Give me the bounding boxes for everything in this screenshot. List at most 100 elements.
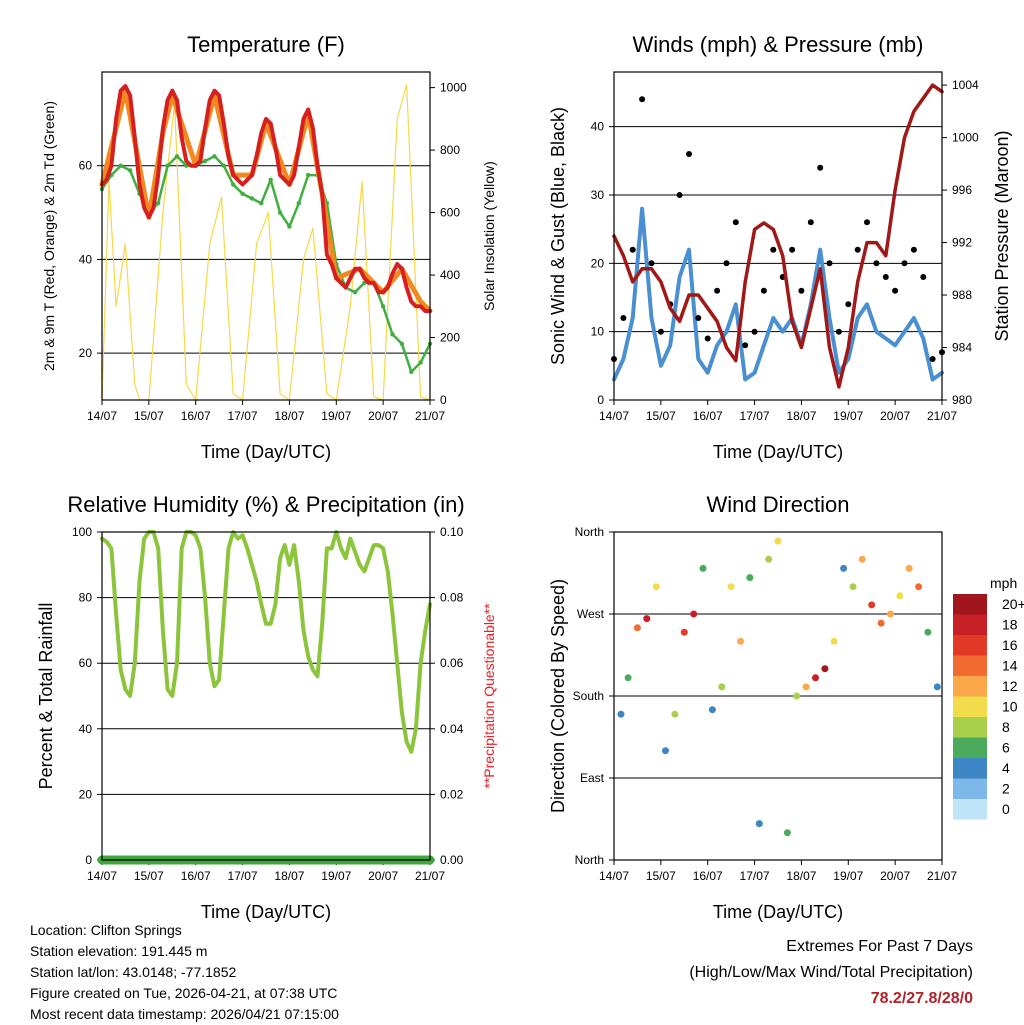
direction-point [821, 665, 829, 673]
x-tick-label: 21/07 [927, 869, 957, 883]
legend-swatch [953, 758, 987, 779]
panel-2-title: Winds (mph) & Pressure (mb) [633, 32, 924, 57]
gust-point [620, 315, 627, 321]
y-tick-label: 20 [79, 346, 93, 360]
x-tick-label: 16/07 [181, 869, 211, 883]
y-right-tick-label: 0.06 [440, 656, 464, 670]
x-tick-label: 16/07 [693, 409, 723, 423]
direction-point [802, 683, 810, 691]
legend-label: 12 [1002, 678, 1018, 694]
gust-point [910, 246, 917, 253]
legend-swatch [953, 655, 987, 676]
temp-2m-line [100, 84, 432, 313]
dewpoint-point [259, 201, 264, 206]
panel-2-frame [613, 71, 943, 401]
legend-swatch [953, 635, 987, 656]
direction-point [793, 692, 801, 700]
y-tick-label: East [580, 771, 605, 785]
pressure-line [612, 83, 944, 389]
panel-3-title: Relative Humidity (%) & Precipitation (i… [67, 492, 464, 517]
gust-point [845, 301, 852, 308]
gust-point [657, 328, 664, 335]
x-tick-label: 14/07 [87, 409, 117, 423]
x-tick-label: 21/07 [415, 869, 445, 883]
y-right-tick-label: 996 [952, 183, 972, 197]
panel-4-title: Wind Direction [706, 492, 849, 517]
direction-point [708, 706, 716, 714]
y-right-tick-label: 0.10 [440, 525, 464, 539]
panel-4-xlabel: Time (Day/UTC) [713, 902, 843, 922]
direction-point [840, 564, 848, 572]
x-tick-label: 15/07 [646, 869, 676, 883]
gust-point [714, 287, 721, 294]
y-right-tick-label: 0.08 [440, 591, 464, 605]
dewpoint-point [268, 177, 273, 182]
gust-point [760, 287, 767, 294]
panel-2-ylabel: Sonic Wind & Gust (Blue, Black) [548, 107, 568, 365]
direction-point [774, 537, 782, 545]
x-tick-label: 21/07 [415, 409, 445, 423]
gust-point [882, 274, 889, 280]
x-tick-label: 21/07 [927, 409, 957, 423]
legend-swatch [953, 737, 987, 758]
dewpoint-point [174, 154, 180, 159]
gust-point [901, 260, 908, 267]
created-text: Figure created on Tue, 2026-04-21, at 07… [30, 985, 338, 1001]
gust-point [892, 287, 899, 294]
direction-point [858, 555, 866, 563]
x-tick-label: 14/07 [87, 869, 117, 883]
x-tick-label: 16/07 [181, 409, 211, 423]
dewpoint-point [277, 210, 283, 215]
legend-label: 16 [1002, 637, 1018, 653]
direction-point [737, 637, 744, 645]
y-tick-label: 20 [79, 787, 93, 801]
y-tick-label: 60 [79, 159, 93, 173]
dewpoint-point [118, 163, 123, 168]
humidity-line [100, 530, 432, 754]
legend-swatch [953, 799, 987, 820]
panel-2-ylabel-right: Station Pressure (Maroon) [992, 130, 1012, 341]
y-right-tick-label: 1000 [952, 131, 979, 145]
y-right-tick-label: 1000 [440, 81, 467, 95]
x-tick-label: 17/07 [740, 409, 770, 423]
gust-point [835, 328, 842, 335]
y-right-tick-label: 600 [440, 206, 460, 220]
x-tick-label: 18/07 [274, 409, 304, 423]
direction-point [718, 683, 726, 691]
y-right-tick-label: 800 [440, 143, 460, 157]
direction-point [662, 747, 669, 755]
extremes-subtitle: (High/Low/Max Wind/Total Precipitation) [689, 964, 973, 981]
location-text: Location: Clifton Springs [30, 922, 182, 938]
legend-label: 10 [1002, 699, 1018, 715]
gust-point [929, 356, 936, 362]
x-tick-label: 20/07 [368, 869, 398, 883]
panel-3-ylabel: Percent & Total Rainfall [36, 603, 56, 790]
station-info: Location: Clifton Springs Station elevat… [30, 920, 339, 1025]
gust-point [732, 219, 739, 226]
recent-text: Most recent data timestamp: 2026/04/21 0… [30, 1006, 339, 1022]
x-tick-label: 20/07 [880, 409, 910, 423]
x-tick-label: 16/07 [693, 869, 723, 883]
direction-point [877, 619, 885, 627]
gust-point [789, 246, 796, 253]
elevation-text: Station elevation: 191.445 m [30, 943, 208, 959]
dewpoint-point [221, 163, 226, 168]
direction-point [690, 610, 698, 618]
panel-3-ylabel-right: **Precipitation Questionable** [481, 603, 497, 789]
direction-point [924, 628, 932, 636]
panel-2-xlabel: Time (Day/UTC) [713, 442, 843, 462]
panel-4-ylabel: Direction (Colored By Speed) [548, 579, 568, 813]
x-tick-label: 18/07 [274, 869, 304, 883]
direction-point [812, 674, 819, 682]
y-tick-label: 10 [591, 325, 605, 339]
y-tick-label: 80 [79, 591, 93, 605]
direction-point [830, 637, 838, 645]
x-tick-label: 19/07 [833, 869, 863, 883]
legend-label: 0 [1002, 801, 1010, 817]
direction-point [905, 564, 913, 572]
dewpoint-point [165, 163, 170, 168]
dewpoint-point [212, 154, 217, 159]
dewpoint-point [409, 369, 414, 375]
x-tick-label: 20/07 [880, 869, 910, 883]
y-right-tick-label: 0 [440, 393, 447, 407]
